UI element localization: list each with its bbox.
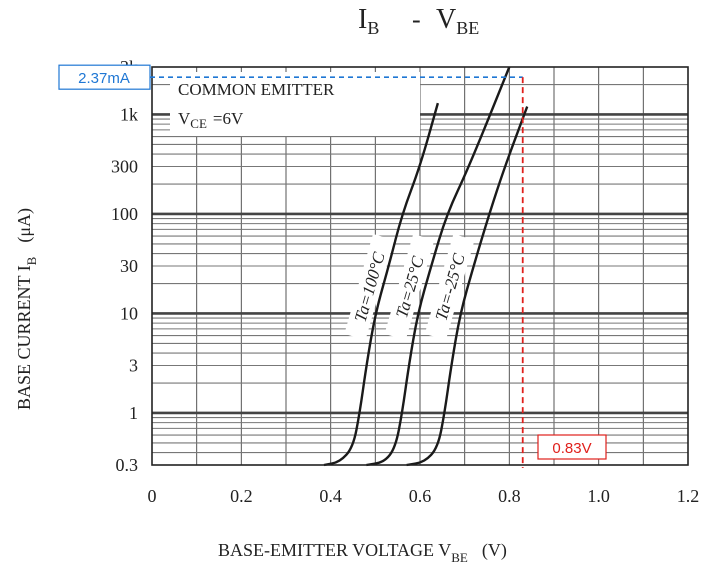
y-tick-label: 0.3	[116, 455, 139, 475]
legend-line-2: VCE =6V	[178, 109, 244, 131]
series-label-bg	[424, 233, 475, 340]
x-axis-label: BASE-EMITTER VOLTAGE VBE (V)	[218, 540, 507, 565]
x-tick-label: 0.2	[230, 486, 253, 506]
y-tick-label: 100	[111, 204, 138, 224]
legend-box	[170, 72, 420, 136]
x-tick-label: 0.6	[409, 486, 432, 506]
axis-ticks: 00.20.40.60.81.01.20.31310301003001k3k	[111, 57, 699, 506]
x-tick-label: 0	[148, 486, 157, 506]
plot-frame	[151, 66, 689, 466]
series-curve-1	[366, 66, 511, 467]
chart-title: IB	[358, 4, 379, 38]
y-tick-label: 3	[129, 356, 138, 376]
y-tick-label: 10	[120, 303, 138, 323]
series-curve-2	[406, 106, 529, 467]
y-tick-label: 300	[111, 157, 138, 177]
annotations: 2.37mA 0.83V	[58, 64, 607, 468]
x-tick-label: 0.4	[319, 486, 342, 506]
series-label-bg	[344, 233, 395, 340]
series-curve-0	[323, 102, 440, 467]
x-tick-label: 0.8	[498, 486, 521, 506]
voltage-label-box	[537, 434, 607, 460]
chart-title-right: VBE	[436, 4, 479, 38]
y-tick-label: 30	[120, 256, 138, 276]
current-label: 2.37mA	[78, 70, 130, 87]
y-tick-label: 1k	[120, 104, 138, 124]
series-label-bg	[384, 233, 435, 340]
x-tick-label: 1.2	[677, 486, 700, 506]
y-axis-label: BASE CURRENT IB(μA)	[14, 208, 39, 410]
x-tick-label: 1.0	[587, 486, 610, 506]
current-label-box	[58, 64, 151, 90]
voltage-label: 0.83V	[552, 440, 591, 457]
legend-line-1: COMMON EMITTER	[178, 80, 335, 99]
y-tick-label: 1	[129, 403, 138, 423]
chart-title-sep: -	[412, 5, 421, 34]
